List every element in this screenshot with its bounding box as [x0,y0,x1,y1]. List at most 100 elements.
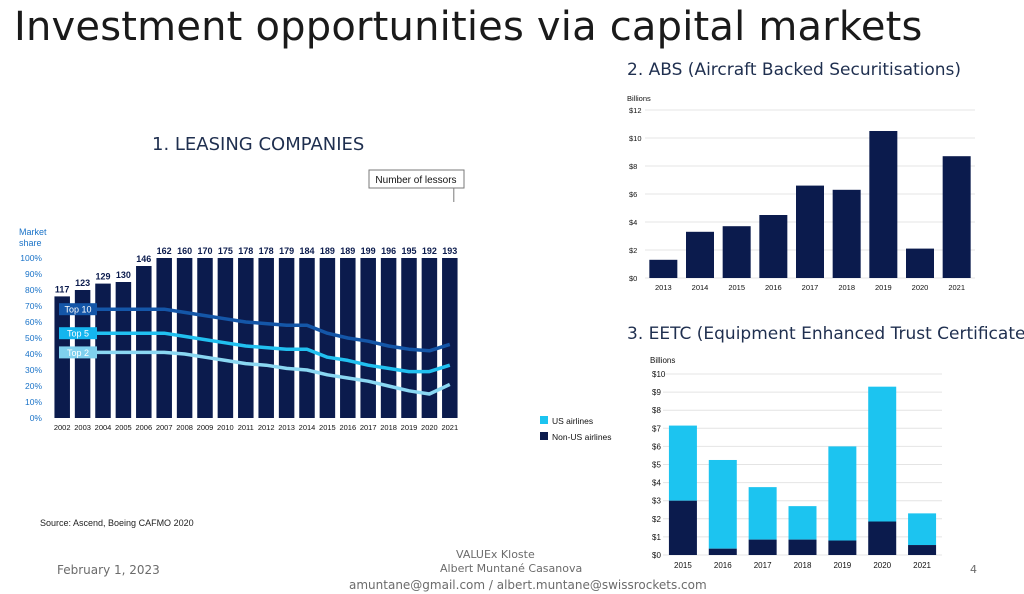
series-label-box [59,346,97,359]
x-tick-label: 2018 [794,561,812,570]
series-label: Top 5 [67,329,89,339]
y-tick-label: $5 [652,461,661,470]
abs-bar [649,259,678,278]
series-label-box [59,327,97,340]
leasing-bar-value: 130 [116,270,131,280]
eetc-bar-us [668,425,697,501]
y-tick-label: 30% [25,365,42,375]
footer-emails: amuntane@gmail.com / albert.muntane@swis… [349,578,707,592]
x-tick-label: 2015 [674,561,692,570]
y-tick-label: $7 [652,424,661,433]
x-tick-label: 2014 [299,423,316,432]
x-tick-label: 2012 [258,423,275,432]
y-tick-label: 40% [25,349,42,359]
eetc-bar-non-us [708,548,737,555]
legend-swatch-non-us [540,432,548,440]
y-tick-label: $1 [652,533,661,542]
x-tick-label: 2021 [948,283,965,292]
eetc-bar-us [708,459,737,549]
x-tick-label: 2004 [95,423,112,432]
leasing-bar [278,258,295,418]
x-tick-label: 2002 [54,423,71,432]
eetc-bar-non-us [868,521,897,555]
y-tick-label: 100% [20,253,42,263]
abs-bar [759,215,788,278]
eetc-chart: Billions $0 $1 $2 $3 $4 $5 $6 $7 $8 $9 $10 2015 2016 2… [540,356,942,570]
abs-bar [686,231,714,278]
y-tick-label: $2 [629,246,637,255]
y-tick-label: $6 [652,442,661,451]
x-tick-label: 2020 [873,561,891,570]
eetc-bar-us [828,446,857,541]
eetc-bar-non-us [748,539,777,555]
x-tick-label: 2018 [380,423,397,432]
y-tick-label: 60% [25,317,42,327]
series-line-top-5 [62,331,451,374]
x-tick-label: 2017 [360,423,377,432]
x-tick-label: 2016 [765,283,782,292]
y-tick-label: $0 [652,551,661,560]
leasing-bar-value: 193 [442,246,457,256]
footer-date: February 1, 2023 [57,563,160,577]
leasing-chart-title: 1. LEASING COMPANIES [152,134,365,155]
leasing-bar-value: 179 [279,246,294,256]
leasing-bar [136,266,152,418]
eetc-bar-non-us [828,540,857,555]
y-tick-label: $8 [629,162,637,171]
eetc-bar-us [788,506,817,540]
source-note: Source: Ascend, Boeing CAFMO 2020 [40,518,194,528]
x-tick-label: 2016 [714,561,732,570]
y-axis-label: Market [19,227,47,237]
y-tick-label: $4 [652,479,661,488]
series-label: Top 10 [64,305,91,315]
leasing-bar [217,258,234,418]
y-tick-label: 80% [25,285,42,295]
leasing-bar [380,258,397,418]
y-tick-label: 0% [30,413,43,423]
footer-org: VALUEx Kloste [456,548,535,561]
y-tick-label: $10 [652,370,666,379]
x-tick-label: 2003 [74,423,91,432]
x-tick-label: 2014 [692,283,709,292]
eetc-bar-us [868,386,897,522]
leasing-bar [299,258,315,418]
x-tick-label: 2013 [655,283,672,292]
x-tick-label: 2007 [156,423,173,432]
x-tick-label: 2005 [115,423,132,432]
leasing-bar-value: 178 [238,246,253,256]
y-tick-label: $10 [629,134,642,143]
x-tick-label: 2020 [421,423,438,432]
y-tick-label: $9 [652,388,661,397]
leasing-bar [360,258,376,418]
x-tick-label: 2019 [833,561,851,570]
x-tick-label: 2017 [754,561,772,570]
y-tick-label: 90% [25,269,42,279]
legend-label: US airlines [552,416,593,426]
x-tick-label: 2020 [912,283,929,292]
slide-title: Investment opportunities via capital mar… [14,4,923,50]
y-tick-label: $12 [629,106,642,115]
x-tick-label: 2011 [238,423,254,432]
leasing-bar [238,258,254,418]
y-axis-label: Billions [627,94,651,103]
x-tick-label: 2013 [278,423,295,432]
x-tick-label: 2015 [728,283,745,292]
x-tick-label: 2008 [176,423,193,432]
leasing-bar-value: 162 [157,246,172,256]
y-tick-label: 10% [25,397,42,407]
legend-label: Non-US airlines [552,432,612,442]
leasing-bar-value: 196 [381,246,396,256]
leasing-bar-value: 160 [177,246,192,256]
leasing-bar [421,258,438,418]
abs-chart: Billions $0 $2 $4 $6 $8 $10 $12 2013 2014 2015 2016… [627,94,975,292]
leasing-bar-value: 189 [320,246,335,256]
leasing-bar-value: 192 [422,246,437,256]
leasing-bar-value: 195 [401,246,416,256]
eetc-bar-non-us [668,500,697,555]
y-tick-label: $3 [652,497,661,506]
abs-chart-title: 2. ABS (Aircraft Backed Securitisations) [627,60,962,80]
x-tick-label: 2016 [339,423,356,432]
series-line-top-2 [62,350,451,396]
page-number: 4 [970,563,977,576]
eetc-chart-title: 3. EETC (Equipment Enhanced Trust Certif… [627,324,1024,344]
